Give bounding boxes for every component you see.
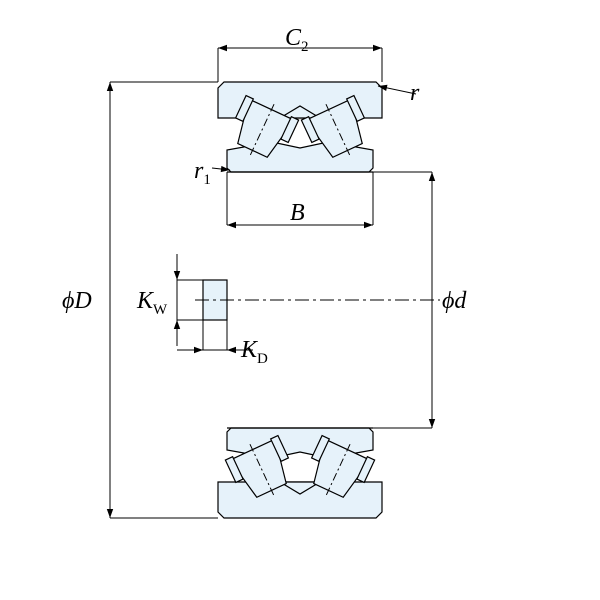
drawing-group <box>107 45 440 518</box>
label-KD: KD <box>241 337 268 368</box>
label-phiD: ϕD <box>62 288 92 315</box>
label-B: B <box>290 200 305 227</box>
label-C2: C2 <box>285 25 309 56</box>
label-phid: ϕd <box>442 288 466 315</box>
label-KW: KW <box>137 288 167 319</box>
bearing-cross-section-diagram: ϕD ϕd C2 B KD KW r r1 <box>0 0 600 600</box>
label-r1: r1 <box>194 158 211 189</box>
label-r: r <box>410 80 419 107</box>
